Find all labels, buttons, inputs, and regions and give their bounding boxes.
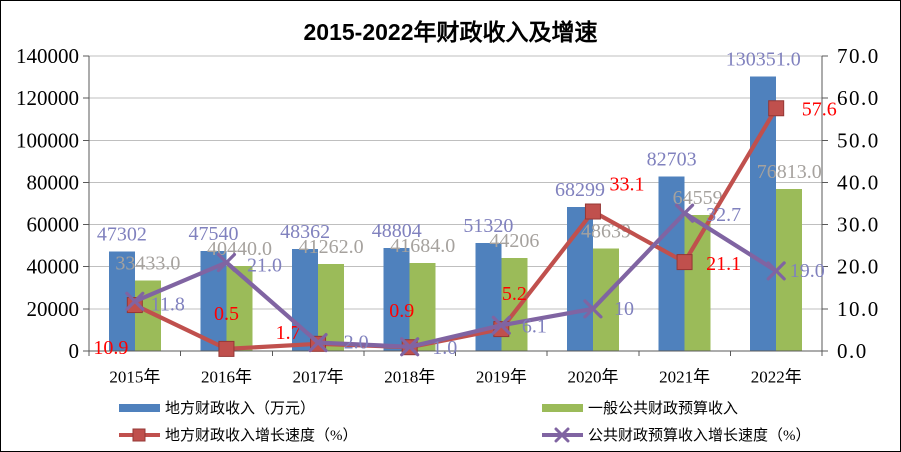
y-axis-right-tick-label: 50.0 [837, 128, 880, 152]
y-axis-right-tick-label: 60.0 [837, 86, 880, 110]
y-axis-left-tick-label: 0 [69, 339, 80, 363]
chart-title: 2015-2022年财政收入及增速 [303, 19, 598, 45]
bar-label: 40440.0 [207, 238, 272, 260]
x-axis-category-label: 2015年 [109, 368, 160, 387]
bar-label: 130351.0 [726, 48, 801, 70]
bar-blue [383, 248, 410, 351]
marker-x [766, 261, 786, 281]
x-axis-category-label: 2016年 [201, 368, 252, 387]
bar-blue [750, 76, 777, 351]
line-label: 21.1 [706, 253, 741, 275]
marker-square [218, 340, 235, 357]
marker-square [584, 203, 601, 220]
line-label: 0.9 [389, 300, 414, 322]
y-axis-right-tick-label: 40.0 [837, 170, 880, 194]
x-axis-category-label: 2019年 [476, 368, 527, 387]
bar-green [684, 214, 711, 351]
legend-swatch-green-bar [542, 403, 583, 412]
marker-x [491, 315, 511, 335]
marker-x [216, 252, 237, 273]
legend-bar-swatch [119, 403, 160, 412]
y-axis-right-tick-label: 10.0 [837, 297, 880, 321]
bar-blue [292, 249, 319, 351]
line-label: 1.0 [432, 337, 457, 359]
bar-label: 48362 [280, 221, 330, 243]
line-label: 57.6 [802, 98, 837, 120]
y-axis-right-tick-label: 70.0 [837, 44, 880, 68]
line-label: 1.7 [276, 322, 301, 344]
bar-label: 47540 [188, 223, 238, 245]
line-label: 33.1 [609, 174, 644, 196]
bar-label: 41684.0 [390, 235, 455, 257]
line-purple [132, 211, 779, 349]
marker-x [400, 337, 420, 357]
bar-green [409, 263, 436, 351]
bar-label: 33433.0 [115, 253, 180, 275]
line-label: 5.2 [502, 283, 527, 305]
legend-swatch-blue-bar [119, 403, 160, 412]
line-label: 2.0 [344, 332, 369, 354]
marker-x [308, 332, 328, 353]
y-axis-right-tick-label: 0.0 [837, 339, 868, 363]
bar-label: 64559 [673, 187, 723, 209]
bar-label: 76813.0 [757, 161, 822, 183]
y-axis-left-tick-label: 100000 [16, 128, 79, 152]
bar-label: 51320 [463, 215, 513, 237]
marker-x [583, 299, 603, 319]
line-label: 21.0 [247, 255, 282, 277]
bar-label: 47302 [97, 223, 147, 245]
line-label: 11.8 [151, 293, 185, 315]
legend-item-local-fiscal-revenue: 地方财政收入（万元） [119, 397, 315, 418]
legend-label: 公共财政预算收入增长速度（%） [588, 428, 811, 444]
x-axis-category-label: 2022年 [751, 368, 802, 387]
line-label: 6.1 [522, 315, 547, 337]
legend-label: 一般公共财政预算收入 [588, 401, 739, 417]
bar-green [592, 248, 619, 351]
legend-swatch-red-line [119, 428, 160, 441]
x-axis-category-label: 2017年 [293, 368, 344, 387]
bar-label: 82703 [647, 149, 697, 171]
y-axis-left-tick-label: 40000 [27, 255, 80, 279]
legend-marker-x [554, 427, 570, 442]
legend-marker-square [132, 428, 146, 441]
marker-x [674, 203, 695, 223]
y-axis-left-tick-label: 20000 [27, 297, 80, 321]
line-label: 10.9 [93, 337, 128, 359]
x-axis-category-label: 2021年 [659, 368, 710, 387]
bar-label: 44206 [489, 230, 539, 252]
bar-label: 68299 [555, 179, 605, 201]
legend-item-general-public-budget-revenue: 一般公共财政预算收入 [542, 397, 738, 418]
line-label: 10 [614, 298, 634, 320]
marker-x [125, 291, 145, 311]
x-axis-category-label: 2020年 [567, 368, 618, 387]
line-label: 19.0 [790, 260, 825, 282]
legend-item-local-revenue-growth: 地方财政收入增长速度（%） [119, 424, 358, 445]
y-axis-left-tick-label: 120000 [16, 86, 79, 110]
line-label: 32.7 [706, 204, 741, 226]
legend-item-public-budget-growth: 公共财政预算收入增长速度（%） [542, 424, 811, 445]
x-axis-category-label: 2018年 [384, 368, 435, 387]
legend-label: 地方财政收入增长速度（%） [165, 428, 358, 444]
legend-label: 地方财政收入（万元） [165, 401, 316, 417]
y-axis-left-tick-label: 140000 [16, 44, 79, 68]
line-label: 0.5 [214, 303, 239, 325]
legend-swatch-purple-line [542, 427, 583, 442]
y-axis-left-tick-label: 60000 [27, 213, 80, 237]
bar-label: 41262.0 [299, 236, 364, 258]
marker-square [768, 100, 785, 117]
bar-green [776, 189, 803, 351]
y-axis-right-tick-label: 20.0 [837, 255, 880, 279]
y-axis-left-tick-label: 80000 [27, 170, 80, 194]
marker-square [676, 254, 693, 271]
y-axis-right-tick-label: 30.0 [837, 213, 880, 237]
legend-bar-swatch [542, 403, 583, 412]
bar-label: 48804 [372, 220, 422, 242]
bar-label: 48639 [581, 221, 631, 243]
